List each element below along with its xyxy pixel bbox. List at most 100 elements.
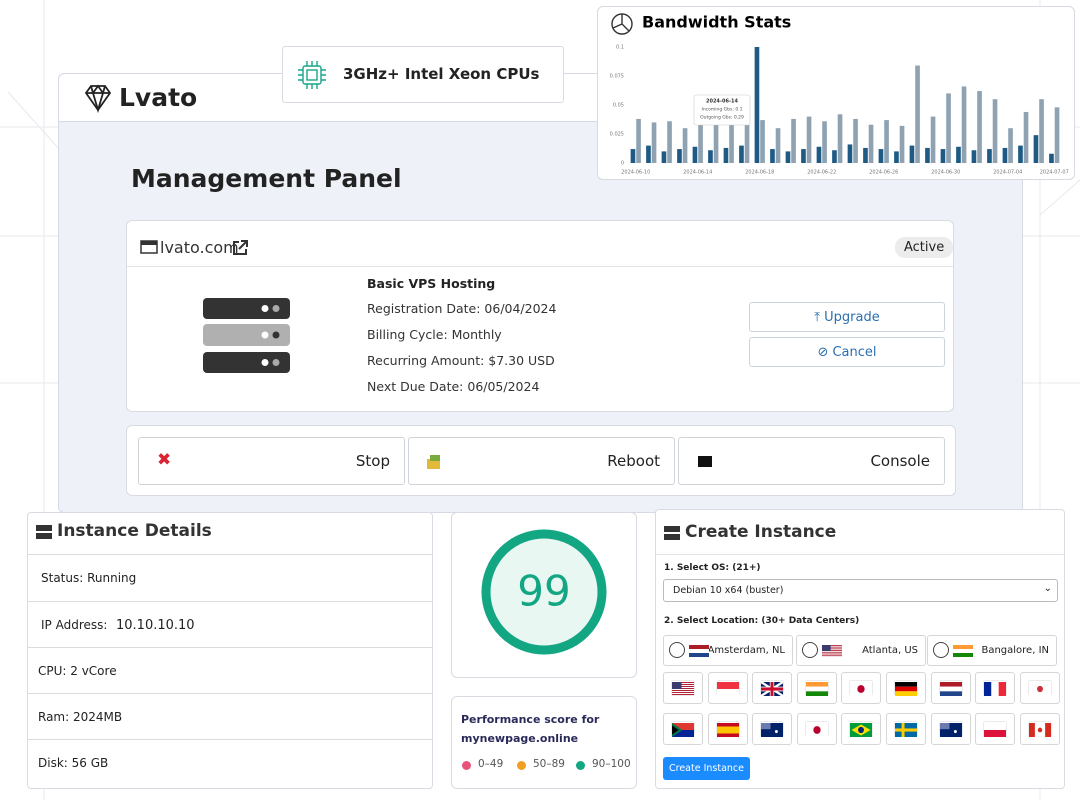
flag-art [939,682,962,696]
flag-art [953,645,973,657]
score-value: 99 [517,567,570,616]
bar [1039,99,1044,163]
flag-option[interactable] [841,713,882,745]
flag-part [895,728,917,732]
flag-art [1028,723,1051,737]
flag-option[interactable] [796,713,837,745]
flag-option[interactable] [975,672,1016,704]
y-tick-label: 0.075 [610,74,624,80]
flag-part [672,694,694,695]
bar [708,150,713,163]
flag-art [716,682,739,696]
flag-part [953,649,973,653]
service-detail: Next Due Date: 06/05/2024 [367,379,540,394]
flag-part [939,691,962,696]
flag-art [689,645,709,657]
flag-part [822,646,842,648]
flag-part [822,650,842,651]
domain[interactable]: lvato.com [160,238,239,257]
flag-part [822,645,831,651]
flag-part [672,692,694,693]
flag-art [984,682,1007,696]
flag-option[interactable] [1019,672,1060,704]
flag-option[interactable] [1019,713,1060,745]
os-value: Debian 10 x64 (buster) [673,585,784,596]
flag [760,680,784,698]
flag-part [672,690,694,691]
flag-part [716,733,739,737]
bar [651,122,657,163]
flag-option[interactable] [796,672,837,704]
flag-art [984,723,1007,737]
location-option[interactable]: Amsterdam, NL [663,635,793,666]
location-option[interactable]: Atlanta, US [796,635,926,666]
flag-option[interactable] [707,672,748,704]
server-icon [203,298,290,373]
flag-part [822,653,842,655]
create-button[interactable]: Create Instance [663,757,750,780]
bar [775,128,781,163]
bar [636,118,641,163]
flag-part [672,686,694,687]
x-tick-label: 2024-07-07 [1040,170,1069,176]
flag-option[interactable] [707,713,748,745]
flag [1028,681,1051,696]
flag-part [761,723,771,730]
flag-part [775,730,779,734]
flag-option[interactable] [663,672,703,704]
bar [692,146,698,163]
cancel-button[interactable]: ⊘ Cancel [749,337,945,367]
bar [847,144,853,163]
flag-part [984,682,992,696]
flag-option[interactable] [930,713,971,745]
cancel-label: Cancel [832,344,877,360]
flag-option[interactable] [886,672,926,704]
stop-button[interactable]: ✖ Stop [138,437,405,485]
legend-dot [576,761,585,770]
flag-art [805,723,828,737]
flag-art [939,723,962,737]
flag-part [991,682,999,696]
chart-title: Bandwidth Stats [642,13,791,32]
bar [878,149,884,163]
upgrade-button[interactable]: ⤒ Upgrade [749,302,945,332]
console-button[interactable]: Console [678,437,945,485]
flag-part [858,726,865,734]
radio [802,642,818,658]
x-tick-label: 2024-06-22 [807,170,836,176]
flag-option[interactable] [930,672,971,704]
external-link-icon[interactable] [231,239,249,257]
flag-option[interactable] [752,672,793,704]
perf-caption: Performance score for [461,713,600,726]
flag-art [716,723,739,737]
flag-part [716,730,739,734]
bar [909,145,915,163]
bar [698,110,703,163]
flag-art [850,682,873,696]
y-tick-label: 0 [621,161,624,167]
flag-option[interactable] [752,713,793,745]
location-option[interactable]: Bangalore, IN [927,635,1057,666]
flag-part [805,691,828,696]
flag [895,681,917,696]
y-tick-label: 0.025 [610,132,624,138]
flag-part [895,691,917,696]
bar [1054,107,1060,163]
bar [1033,135,1039,163]
flag-part [813,726,821,734]
flag-option[interactable] [841,672,882,704]
os-select[interactable]: Debian 10 x64 (buster) ⌄ [663,579,1058,602]
flag-option[interactable] [663,713,703,745]
flag-part [822,651,842,653]
bar [1008,128,1013,163]
y-tick-label: 0.1 [616,45,624,51]
flag [1028,722,1051,737]
flag-option[interactable] [975,713,1016,745]
bar [930,116,936,163]
tooltip-text: 2024-06-14 [706,99,739,105]
flag-option[interactable] [886,713,926,745]
bar [677,149,682,163]
reboot-label: Reboot [607,452,660,470]
flag-art [805,682,828,696]
reboot-button[interactable]: Reboot [408,437,675,485]
